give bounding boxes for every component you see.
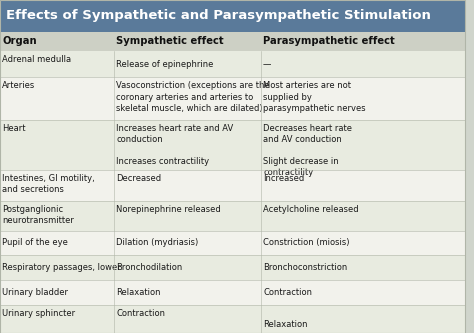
Text: Dilation (mydriasis): Dilation (mydriasis) <box>116 238 199 247</box>
FancyBboxPatch shape <box>0 120 465 170</box>
FancyBboxPatch shape <box>0 78 465 120</box>
FancyBboxPatch shape <box>0 0 465 32</box>
FancyBboxPatch shape <box>0 201 465 230</box>
Text: Decreases heart rate
and AV conduction

Slight decrease in
contractility: Decreases heart rate and AV conduction S… <box>263 124 352 177</box>
Text: Increased: Increased <box>263 174 304 183</box>
Text: Contraction: Contraction <box>263 288 312 297</box>
Text: Urinary sphincter: Urinary sphincter <box>2 309 75 318</box>
Text: Sympathetic effect: Sympathetic effect <box>116 36 224 46</box>
Text: Relaxation: Relaxation <box>263 320 308 329</box>
FancyBboxPatch shape <box>0 255 465 280</box>
FancyBboxPatch shape <box>0 170 465 201</box>
FancyBboxPatch shape <box>465 0 474 333</box>
FancyBboxPatch shape <box>0 305 465 333</box>
Text: Urinary bladder: Urinary bladder <box>2 288 68 297</box>
Text: Norepinephrine released: Norepinephrine released <box>116 205 221 214</box>
Text: Intestines, GI motility,
and secretions: Intestines, GI motility, and secretions <box>2 174 95 194</box>
FancyBboxPatch shape <box>0 280 465 305</box>
FancyBboxPatch shape <box>0 32 465 51</box>
Text: Respiratory passages, lower: Respiratory passages, lower <box>2 263 121 272</box>
Text: Most arteries are not
supplied by
parasympathetic nerves: Most arteries are not supplied by parasy… <box>263 82 366 113</box>
Text: Decreased: Decreased <box>116 174 161 183</box>
Text: Parasympathetic effect: Parasympathetic effect <box>263 36 395 46</box>
Text: Acetylcholine released: Acetylcholine released <box>263 205 359 214</box>
Text: —: — <box>263 60 272 69</box>
Text: Adrenal medulla: Adrenal medulla <box>2 55 72 64</box>
FancyBboxPatch shape <box>0 230 465 255</box>
Text: Relaxation: Relaxation <box>116 288 161 297</box>
Text: Release of epinephrine: Release of epinephrine <box>116 60 213 69</box>
Text: Organ: Organ <box>2 36 37 46</box>
Text: Effects of Sympathetic and Parasympathetic Stimulation: Effects of Sympathetic and Parasympathet… <box>6 9 431 22</box>
Text: Postganglionic
neurotransmitter: Postganglionic neurotransmitter <box>2 205 74 225</box>
Text: Heart: Heart <box>2 124 26 133</box>
Text: Increases heart rate and AV
conduction

Increases contractility: Increases heart rate and AV conduction I… <box>116 124 233 166</box>
Text: Vasoconstriction (exceptions are the
coronary arteries and arteries to
skeletal : Vasoconstriction (exceptions are the cor… <box>116 82 270 113</box>
Text: Bronchodilation: Bronchodilation <box>116 263 182 272</box>
FancyBboxPatch shape <box>0 51 465 78</box>
Text: Constriction (miosis): Constriction (miosis) <box>263 238 349 247</box>
Text: Pupil of the eye: Pupil of the eye <box>2 238 68 247</box>
Text: Bronchoconstriction: Bronchoconstriction <box>263 263 347 272</box>
Text: Contraction: Contraction <box>116 309 165 318</box>
Text: Arteries: Arteries <box>2 82 36 91</box>
